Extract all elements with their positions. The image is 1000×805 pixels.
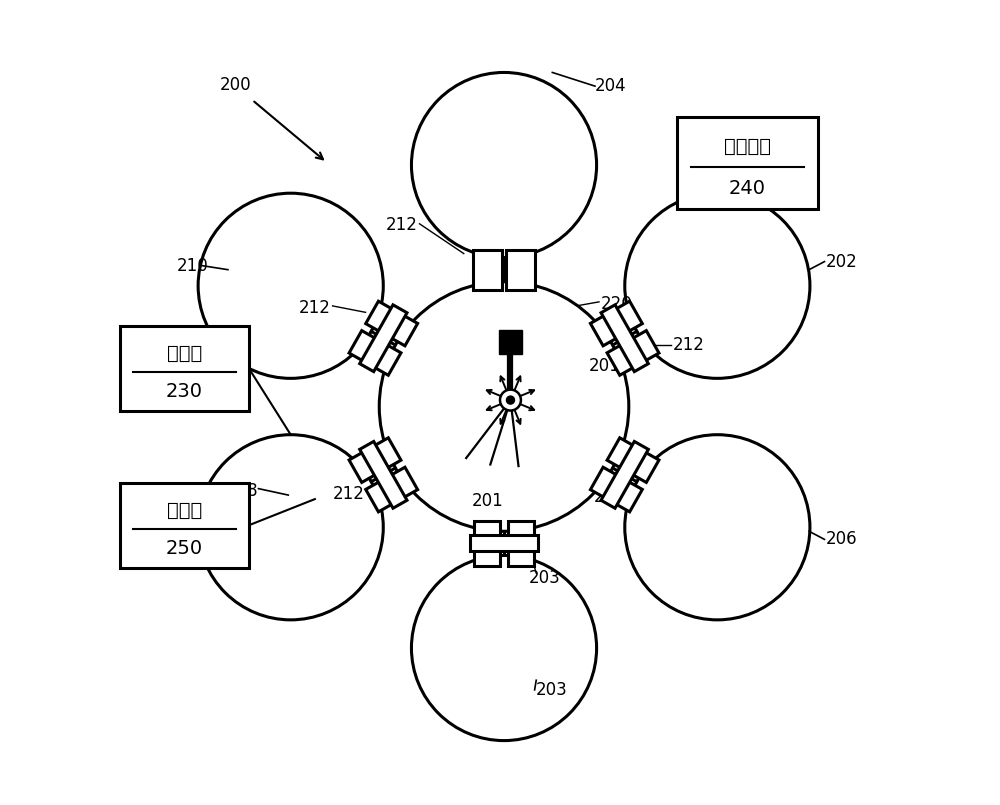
Polygon shape bbox=[506, 250, 535, 290]
Polygon shape bbox=[470, 535, 538, 551]
FancyBboxPatch shape bbox=[120, 483, 249, 568]
Circle shape bbox=[411, 72, 597, 258]
Text: 201: 201 bbox=[472, 492, 504, 510]
Text: 201: 201 bbox=[589, 357, 620, 375]
Text: 200: 200 bbox=[220, 76, 251, 93]
Text: 203: 203 bbox=[536, 681, 568, 699]
Polygon shape bbox=[349, 331, 401, 375]
Text: 212: 212 bbox=[386, 217, 418, 234]
Circle shape bbox=[379, 282, 629, 531]
FancyBboxPatch shape bbox=[120, 326, 249, 411]
Text: 真空泵: 真空泵 bbox=[167, 344, 202, 362]
Polygon shape bbox=[590, 467, 642, 512]
Circle shape bbox=[500, 390, 521, 411]
Text: 212: 212 bbox=[299, 299, 331, 316]
Text: 210: 210 bbox=[176, 257, 208, 275]
Polygon shape bbox=[601, 441, 648, 508]
Text: 230: 230 bbox=[166, 382, 203, 402]
Text: 气体源: 气体源 bbox=[167, 501, 202, 519]
Polygon shape bbox=[473, 250, 502, 290]
Text: 202: 202 bbox=[826, 253, 858, 270]
Text: 204: 204 bbox=[595, 77, 627, 95]
Circle shape bbox=[506, 396, 514, 404]
Polygon shape bbox=[601, 305, 648, 372]
Text: 206: 206 bbox=[826, 530, 858, 548]
Polygon shape bbox=[474, 521, 500, 566]
Circle shape bbox=[198, 193, 383, 378]
Polygon shape bbox=[508, 521, 534, 566]
Polygon shape bbox=[607, 438, 659, 482]
FancyBboxPatch shape bbox=[677, 117, 818, 209]
Polygon shape bbox=[366, 301, 418, 346]
Polygon shape bbox=[360, 441, 407, 508]
Text: 240: 240 bbox=[729, 180, 766, 199]
Circle shape bbox=[625, 193, 810, 378]
Bar bbox=[499, 330, 522, 354]
Text: 203: 203 bbox=[528, 569, 560, 587]
Polygon shape bbox=[366, 467, 418, 512]
Circle shape bbox=[625, 435, 810, 620]
Text: 208: 208 bbox=[227, 482, 258, 500]
Text: 212: 212 bbox=[673, 336, 705, 353]
Polygon shape bbox=[349, 438, 401, 482]
Polygon shape bbox=[607, 331, 659, 375]
Polygon shape bbox=[360, 305, 407, 372]
Polygon shape bbox=[590, 301, 642, 346]
Text: 220: 220 bbox=[601, 295, 632, 313]
Circle shape bbox=[411, 555, 597, 741]
Circle shape bbox=[198, 435, 383, 620]
Text: 250: 250 bbox=[166, 539, 203, 559]
Text: 212: 212 bbox=[594, 489, 626, 506]
Text: 控制系统: 控制系统 bbox=[724, 137, 771, 156]
Text: 212: 212 bbox=[333, 485, 365, 503]
